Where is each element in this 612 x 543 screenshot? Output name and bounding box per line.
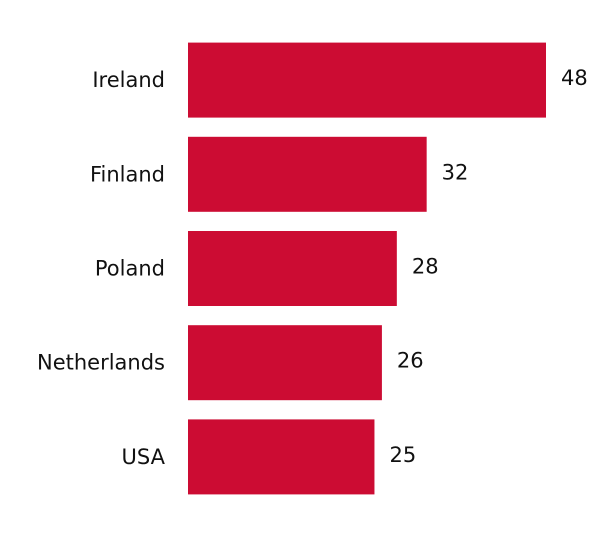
bar bbox=[188, 231, 397, 306]
value-label: 28 bbox=[412, 255, 439, 279]
bar bbox=[188, 419, 375, 495]
category-label: Poland bbox=[95, 257, 165, 281]
category-label: Netherlands bbox=[37, 351, 165, 375]
value-label: 48 bbox=[561, 66, 588, 90]
bar bbox=[188, 136, 427, 212]
value-label: 25 bbox=[389, 443, 416, 467]
bar bbox=[188, 325, 382, 401]
category-label: Ireland bbox=[92, 68, 165, 92]
value-label: 32 bbox=[442, 160, 469, 184]
category-label: Finland bbox=[90, 162, 165, 186]
category-label: USA bbox=[122, 445, 166, 469]
value-label: 26 bbox=[397, 349, 424, 373]
bar bbox=[188, 42, 546, 118]
